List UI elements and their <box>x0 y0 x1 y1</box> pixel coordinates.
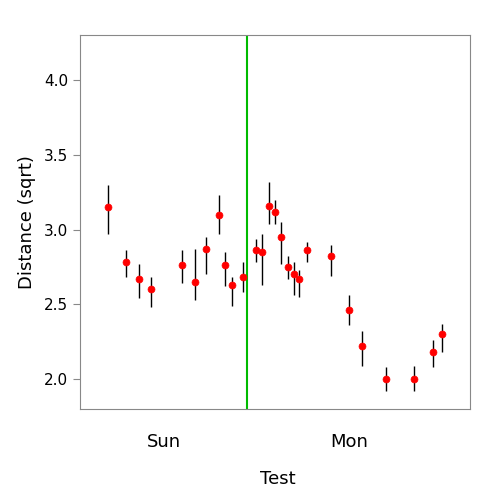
Text: Sun: Sun <box>146 433 180 451</box>
Y-axis label: Distance (sqrt): Distance (sqrt) <box>18 155 36 289</box>
Text: Mon: Mon <box>330 433 368 451</box>
Text: Test: Test <box>260 470 296 488</box>
